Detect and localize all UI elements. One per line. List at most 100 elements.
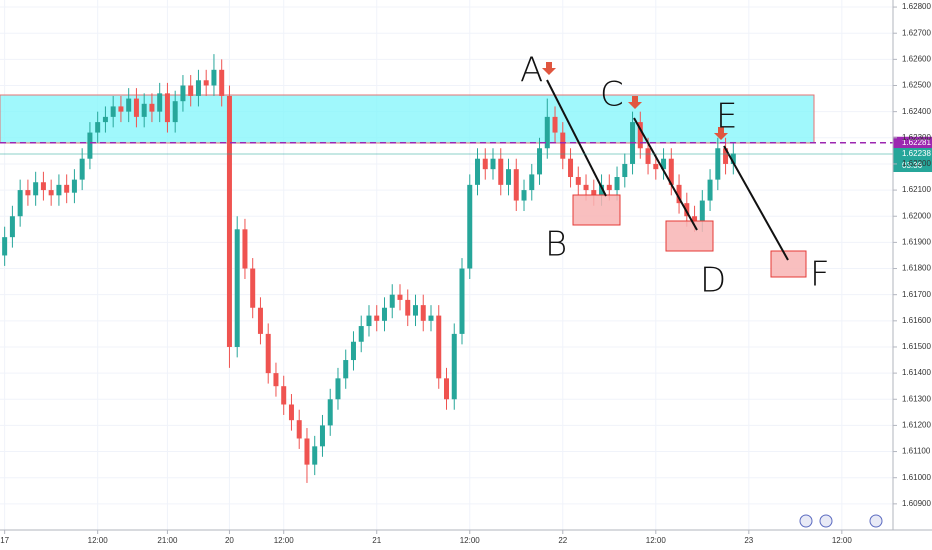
candle-body — [451, 333, 457, 400]
y-tick-label: 1.62000 — [902, 211, 931, 220]
candle-body — [661, 158, 667, 170]
trend-line — [723, 145, 789, 261]
wave-label: B — [545, 225, 567, 265]
candle-body — [599, 184, 605, 196]
candle-body — [219, 69, 225, 96]
candle-body — [715, 148, 721, 180]
wave-label: F — [810, 255, 830, 295]
x-tick-label: 12:00 — [88, 536, 109, 545]
candle-body — [490, 158, 496, 170]
y-tick-label: 1.62500 — [902, 81, 931, 90]
y-tick-label: 1.61800 — [902, 264, 931, 273]
x-tick-label: 22 — [558, 536, 567, 545]
wave-label: A — [520, 51, 543, 91]
icons — [799, 514, 883, 528]
zone-rectangle — [0, 94, 815, 144]
candle-body — [25, 190, 31, 196]
y-tick-label: 1.61400 — [902, 368, 931, 377]
candle-body — [180, 85, 186, 102]
candle-body — [498, 158, 504, 185]
candle-body — [40, 182, 46, 191]
candle-body — [304, 438, 310, 465]
trend-line — [546, 79, 607, 197]
candle-body — [684, 203, 690, 217]
levels: 1.62281 1.62238 03:36 — [0, 136, 932, 173]
y-tick-label: 1.61600 — [902, 316, 931, 325]
target-box — [572, 194, 621, 226]
candle-body — [653, 163, 659, 170]
y-tick-label: 1.61100 — [902, 447, 931, 456]
candle-body — [645, 148, 651, 164]
x-tick-label: 20 — [225, 536, 234, 545]
candle-body — [319, 425, 325, 447]
candle-body — [692, 216, 698, 222]
candle-body — [513, 169, 519, 201]
candle-body — [141, 103, 147, 117]
candle-body — [211, 69, 217, 86]
candle-body — [257, 307, 263, 334]
candle-body — [234, 229, 240, 347]
candles — [2, 54, 736, 483]
x-tick-label: 17 — [0, 536, 9, 545]
x-tick-label: 21 — [372, 536, 381, 545]
event-icon — [819, 514, 833, 528]
candle-body — [699, 200, 705, 222]
x-tick-label: 12:00 — [274, 536, 295, 545]
x-tick-label: 12:00 — [646, 536, 667, 545]
candle-body — [420, 305, 426, 321]
y-tick-label: 1.62300 — [902, 133, 931, 142]
candle-body — [374, 315, 380, 321]
candle-body — [730, 153, 736, 164]
candle-body — [188, 85, 194, 96]
down-arrow — [628, 96, 642, 109]
x-tick-label: 23 — [744, 536, 753, 545]
candle-body — [172, 101, 178, 123]
countdown-label: 03:36 — [902, 161, 923, 170]
candle-body — [537, 148, 543, 175]
target-box — [665, 220, 714, 252]
candle-body — [397, 294, 403, 300]
candle-body — [312, 446, 318, 465]
level-price-label: 1.62281 — [902, 138, 931, 147]
candle-body — [381, 307, 387, 321]
candle-body — [343, 360, 349, 379]
y-tick-label: 1.62800 — [902, 2, 931, 11]
candle-body — [273, 373, 279, 387]
candle-body — [544, 116, 550, 149]
y-tick-label: 1.61500 — [902, 342, 931, 351]
trend-lines — [546, 79, 789, 261]
candle-body — [529, 174, 535, 191]
last-price-label: 1.62238 — [902, 149, 931, 158]
y-tick-label: 1.61900 — [902, 237, 931, 246]
candle-body — [436, 315, 442, 379]
candle-body — [358, 326, 364, 342]
candle-body — [281, 386, 287, 405]
candle-body — [560, 132, 566, 159]
candle-body — [9, 216, 15, 238]
candle-body — [79, 158, 85, 180]
candle-body — [568, 158, 574, 178]
wave-label: E — [716, 97, 737, 137]
candle-body — [335, 378, 341, 400]
candle-body — [707, 179, 713, 201]
candle-body — [676, 184, 682, 204]
candle-body — [467, 184, 473, 269]
candle-body — [350, 341, 356, 361]
arrows — [542, 62, 728, 140]
candle-body — [17, 190, 23, 217]
event-icon — [799, 514, 813, 528]
y-tick-label: 1.61700 — [902, 290, 931, 299]
candle-body — [33, 182, 39, 196]
candle-body — [87, 132, 93, 159]
down-arrow — [714, 127, 728, 140]
candle-body — [288, 404, 294, 421]
x-tick-label: 12:00 — [460, 536, 481, 545]
candle-body — [133, 98, 139, 117]
candle-body — [552, 116, 558, 133]
candle-body — [118, 106, 124, 112]
trend-line — [633, 117, 698, 231]
target-box — [770, 250, 807, 278]
candle-body — [110, 106, 116, 117]
candle-body — [389, 294, 395, 308]
candle-body — [405, 299, 411, 316]
